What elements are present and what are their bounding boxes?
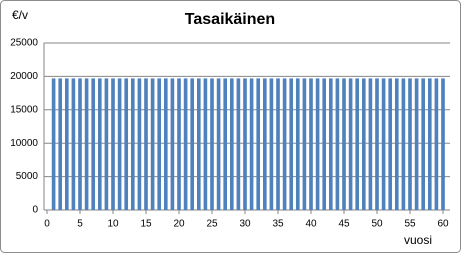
y-tick-label: 25000 <box>10 38 38 49</box>
bar <box>97 78 102 211</box>
bar <box>163 78 168 211</box>
bar <box>256 78 261 211</box>
bar <box>361 78 366 211</box>
x-tick-label: 40 <box>305 219 317 230</box>
bar <box>355 78 360 211</box>
bar <box>269 78 274 211</box>
bar <box>130 78 135 211</box>
bar <box>328 78 333 211</box>
bar <box>441 78 445 211</box>
bar <box>348 78 353 211</box>
bar <box>335 78 340 211</box>
bar <box>111 78 115 211</box>
bar <box>183 78 188 211</box>
bar <box>117 78 122 211</box>
x-tick-label: 20 <box>173 219 185 230</box>
bar <box>302 78 307 211</box>
bar <box>78 78 82 211</box>
bar <box>315 78 320 211</box>
bar <box>295 78 300 211</box>
bar <box>414 78 419 211</box>
bar <box>177 78 181 211</box>
bar <box>421 78 426 211</box>
x-tick-label: 50 <box>371 219 383 230</box>
bar <box>434 78 439 211</box>
y-axis-label: €/v <box>12 8 28 22</box>
bar <box>137 78 142 211</box>
x-tick-label: 15 <box>140 219 152 230</box>
y-tick-label: 15000 <box>10 104 38 115</box>
x-tick-label: 30 <box>239 219 251 230</box>
chart-title: Tasaikäinen <box>185 11 275 28</box>
bar <box>144 78 148 211</box>
bar <box>64 78 69 211</box>
bar <box>210 78 214 211</box>
bar <box>51 78 56 211</box>
bar <box>58 78 63 211</box>
x-tick-label: 25 <box>206 219 218 230</box>
bar <box>427 78 432 211</box>
x-tick-label: 5 <box>77 219 83 230</box>
bar <box>170 78 175 211</box>
bar <box>84 78 89 211</box>
bar <box>216 78 221 211</box>
x-tick-label: 35 <box>272 219 284 230</box>
y-tick-label: 10000 <box>10 138 38 149</box>
bar <box>150 78 155 211</box>
bar <box>71 78 76 211</box>
x-tick-label: 10 <box>107 219 119 230</box>
bar <box>124 78 129 211</box>
bar <box>342 78 346 211</box>
bar <box>375 78 379 211</box>
bar <box>408 78 412 211</box>
bar <box>190 78 195 211</box>
x-tick-label: 45 <box>338 219 350 230</box>
y-tick-label: 5000 <box>16 171 39 182</box>
bar <box>157 78 162 211</box>
bar <box>388 78 393 211</box>
x-tick-label: 60 <box>437 219 449 230</box>
x-tick-label: 0 <box>44 219 50 230</box>
bar <box>289 78 294 211</box>
bar <box>276 78 280 211</box>
bar <box>196 78 201 211</box>
y-tick-label: 0 <box>32 205 38 216</box>
bar <box>394 78 399 211</box>
bar <box>104 78 109 211</box>
bar <box>203 78 208 211</box>
bar <box>381 78 386 211</box>
bar <box>322 78 327 211</box>
bar <box>223 78 228 211</box>
x-tick-label: 55 <box>404 219 416 230</box>
bar <box>282 78 287 211</box>
y-tick-label: 20000 <box>10 71 38 82</box>
bar <box>229 78 234 211</box>
bar <box>249 78 254 211</box>
bar <box>243 78 247 211</box>
bar <box>401 78 406 211</box>
bar <box>262 78 267 211</box>
bar <box>309 78 313 211</box>
bar <box>91 78 96 211</box>
x-axis-label: vuosi <box>404 233 432 247</box>
bar <box>236 78 241 211</box>
bar <box>368 78 373 211</box>
